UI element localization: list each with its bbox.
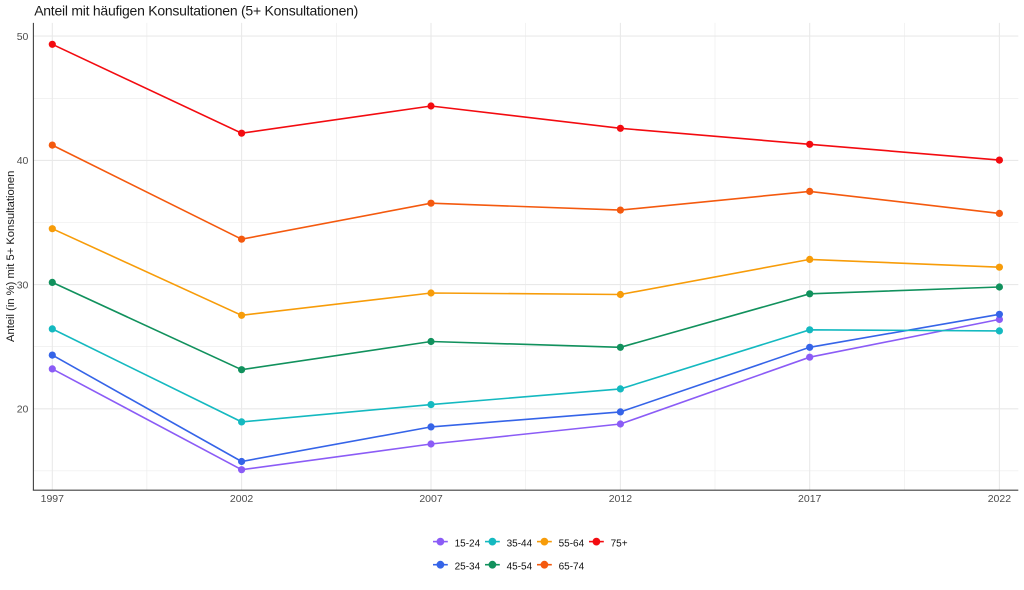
svg-text:30: 30 — [17, 279, 29, 291]
svg-text:55-64: 55-64 — [559, 538, 585, 549]
svg-text:65-74: 65-74 — [559, 561, 585, 572]
svg-text:25-34: 25-34 — [455, 561, 481, 572]
svg-text:75+: 75+ — [611, 538, 628, 549]
svg-text:Anteil (in %) mit 5+ Konsultat: Anteil (in %) mit 5+ Konsultationen — [5, 171, 17, 342]
svg-text:20: 20 — [17, 404, 29, 416]
svg-text:40: 40 — [17, 155, 29, 167]
svg-text:2012: 2012 — [609, 493, 633, 505]
svg-text:50: 50 — [17, 31, 29, 43]
svg-text:2022: 2022 — [988, 493, 1012, 505]
svg-text:2002: 2002 — [230, 493, 254, 505]
svg-text:45-54: 45-54 — [507, 561, 533, 572]
svg-text:15-24: 15-24 — [455, 538, 481, 549]
svg-text:Anteil mit häufigen Konsultati: Anteil mit häufigen Konsultationen (5+ K… — [34, 3, 358, 19]
svg-text:2017: 2017 — [798, 493, 822, 505]
svg-text:2007: 2007 — [419, 493, 443, 505]
svg-text:35-44: 35-44 — [507, 538, 533, 549]
svg-text:1997: 1997 — [41, 493, 65, 505]
